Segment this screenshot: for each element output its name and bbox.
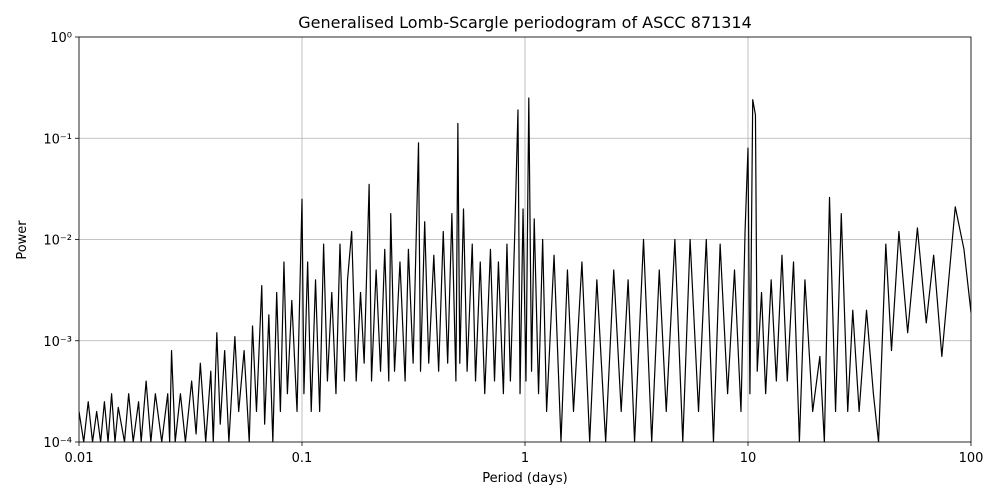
plot-area	[79, 97, 971, 442]
x-tick-label: 10	[740, 451, 757, 466]
y-tick-label: 10⁻⁴	[43, 436, 72, 451]
x-tick-label: 0.01	[65, 451, 94, 466]
x-axis-label: Period (days)	[482, 471, 568, 486]
chart-title: Generalised Lomb-Scargle periodogram of …	[298, 13, 752, 32]
y-tick-label: 10⁻³	[43, 335, 72, 350]
x-tick-label: 1	[521, 451, 529, 466]
x-tick-label: 100	[959, 451, 984, 466]
ticks: 0.01 0.1 1 10 100 10⁻⁴ 10⁻³ 10⁻² 10⁻¹ 10⁰	[43, 31, 983, 466]
series-line	[79, 97, 971, 442]
y-tick-label: 10⁻¹	[43, 132, 72, 147]
y-axis-label: Power	[15, 220, 30, 260]
y-tick-label: 10⁰	[50, 31, 72, 46]
y-tick-label: 10⁻²	[43, 234, 72, 249]
x-tick-label: 0.1	[292, 451, 313, 466]
